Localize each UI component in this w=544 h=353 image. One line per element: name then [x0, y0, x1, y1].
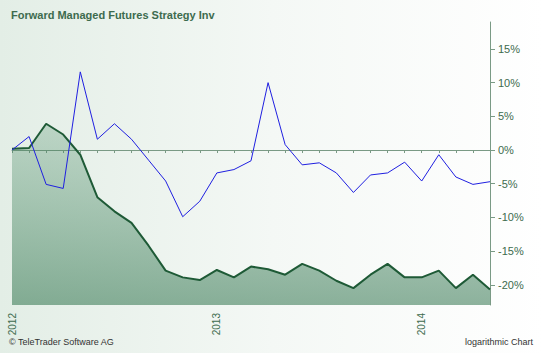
svg-text:© TeleTrader Software AG: © TeleTrader Software AG [9, 337, 114, 347]
svg-text:-20%: -20% [498, 279, 524, 291]
svg-text:2012: 2012 [7, 313, 18, 336]
svg-text:5%: 5% [498, 110, 514, 122]
svg-text:2014: 2014 [416, 313, 427, 336]
svg-text:0%: 0% [498, 144, 514, 156]
svg-text:-15%: -15% [498, 245, 524, 257]
svg-text:10%: 10% [498, 77, 520, 89]
svg-text:2013: 2013 [211, 313, 222, 336]
svg-text:-5%: -5% [498, 178, 518, 190]
svg-text:-10%: -10% [498, 211, 524, 223]
svg-text:15%: 15% [498, 43, 520, 55]
svg-text:Forward Managed Futures Strate: Forward Managed Futures Strategy Inv [11, 9, 215, 21]
svg-text:logarithmic Chart: logarithmic Chart [465, 337, 534, 347]
